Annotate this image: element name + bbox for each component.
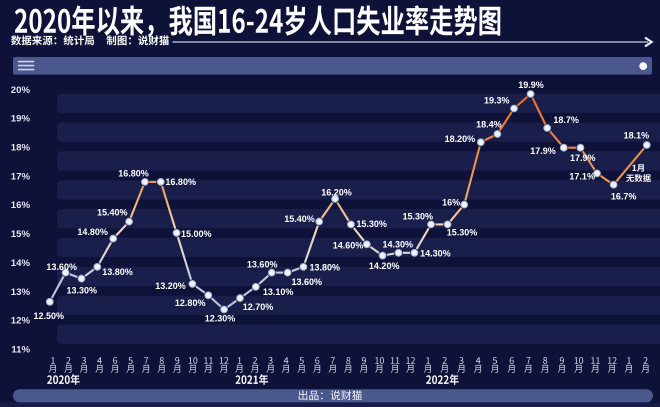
svg-text:13.80%: 13.80%	[310, 262, 341, 272]
svg-text:16%: 16%	[11, 200, 31, 211]
svg-text:15.40%: 15.40%	[97, 207, 128, 217]
svg-text:19%: 19%	[11, 114, 31, 125]
svg-text:13.60%: 13.60%	[292, 277, 323, 287]
svg-text:20%: 20%	[11, 85, 31, 96]
svg-text:13.60%: 13.60%	[247, 259, 278, 269]
svg-text:18.7%: 18.7%	[553, 115, 579, 125]
svg-text:18.1%: 18.1%	[624, 131, 650, 141]
svg-text:14.60%: 14.60%	[333, 240, 364, 250]
svg-text:18.4%: 18.4%	[476, 119, 502, 129]
svg-text:15.40%: 15.40%	[284, 214, 315, 224]
svg-text:14.80%: 14.80%	[77, 227, 108, 237]
svg-text:15.30%: 15.30%	[403, 212, 434, 222]
svg-text:16.80%: 16.80%	[118, 169, 149, 179]
svg-text:19.3%: 19.3%	[484, 95, 510, 105]
svg-text:13.10%: 13.10%	[263, 287, 294, 297]
svg-text:13.60%: 13.60%	[46, 262, 77, 272]
svg-text:15.30%: 15.30%	[356, 219, 387, 229]
svg-text:14%: 14%	[11, 258, 31, 269]
svg-text:16.7%: 16.7%	[611, 192, 637, 202]
svg-text:12.80%: 12.80%	[175, 298, 206, 308]
svg-text:15%: 15%	[11, 229, 31, 240]
svg-text:16.20%: 16.20%	[321, 187, 352, 197]
svg-text:11%: 11%	[11, 345, 30, 356]
svg-text:18.20%: 18.20%	[445, 134, 476, 144]
svg-text:15.30%: 15.30%	[447, 227, 478, 237]
svg-text:13.30%: 13.30%	[67, 285, 98, 295]
svg-text:17.1%: 17.1%	[569, 171, 595, 181]
svg-text:19.9%: 19.9%	[518, 80, 544, 90]
svg-text:16.80%: 16.80%	[165, 177, 196, 187]
svg-text:17.9%: 17.9%	[530, 146, 556, 156]
svg-text:14.30%: 14.30%	[383, 240, 414, 250]
svg-text:13.80%: 13.80%	[102, 267, 133, 277]
svg-text:12%: 12%	[11, 316, 31, 327]
svg-text:16%: 16%	[442, 197, 460, 207]
svg-text:14.20%: 14.20%	[369, 261, 400, 271]
svg-text:12.50%: 12.50%	[34, 311, 65, 321]
svg-text:17.9%: 17.9%	[570, 153, 596, 163]
svg-text:18%: 18%	[11, 143, 31, 154]
svg-text:12.70%: 12.70%	[243, 302, 274, 312]
svg-text:13%: 13%	[11, 287, 31, 298]
svg-text:13.20%: 13.20%	[155, 281, 186, 291]
svg-text:17%: 17%	[11, 171, 31, 182]
svg-text:14.30%: 14.30%	[420, 248, 451, 258]
svg-text:12.30%: 12.30%	[205, 314, 236, 324]
svg-text:15.00%: 15.00%	[181, 229, 212, 239]
